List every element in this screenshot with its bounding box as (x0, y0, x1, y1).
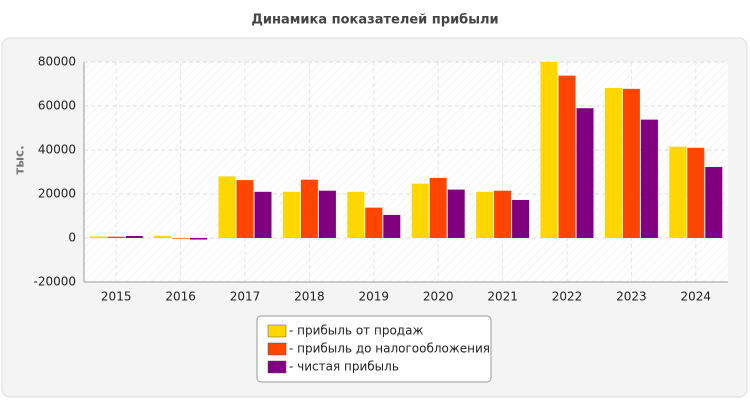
x-tick-label: 2024 (681, 290, 712, 304)
y-tick-label: -20000 (33, 275, 76, 289)
bar (476, 191, 494, 238)
bar (669, 146, 687, 238)
bar (190, 238, 208, 240)
bar (383, 214, 401, 238)
bar (411, 183, 429, 238)
bar (89, 236, 107, 238)
bar (604, 87, 622, 239)
x-tick-label: 2019 (359, 290, 390, 304)
x-tick-label: 2015 (101, 290, 132, 304)
bar (640, 119, 658, 238)
y-tick-label: 60000 (38, 99, 76, 113)
bar (347, 191, 365, 238)
y-axis-label: тыс. (13, 145, 27, 174)
legend-swatch (267, 342, 287, 356)
y-tick-label: 0 (68, 231, 76, 245)
bar (576, 108, 594, 238)
x-tick-label: 2022 (552, 290, 583, 304)
bar (154, 235, 172, 238)
bar (447, 189, 465, 238)
bar (494, 190, 512, 238)
bar (172, 238, 190, 239)
bar (687, 147, 705, 238)
bar (236, 180, 254, 238)
bar (218, 176, 236, 238)
bar (365, 207, 383, 238)
bar (540, 62, 558, 238)
bar (429, 177, 447, 238)
legend (256, 315, 492, 383)
bar (622, 88, 640, 238)
bar (705, 166, 723, 238)
x-tick-label: 2020 (423, 290, 454, 304)
bar (282, 191, 300, 238)
y-tick-label: 40000 (38, 143, 76, 157)
x-tick-label: 2016 (165, 290, 196, 304)
chart-title: Динамика показателей прибыли (251, 13, 498, 28)
bar (318, 190, 336, 238)
legend-label: - чистая прибыль (289, 360, 399, 374)
x-tick-label: 2017 (230, 290, 261, 304)
y-tick-label: 80000 (38, 55, 76, 69)
legend-label: - прибыль от продаж (289, 324, 423, 338)
bar (107, 236, 125, 238)
x-tick-label: 2021 (487, 290, 518, 304)
y-tick-label: 20000 (38, 187, 76, 201)
x-tick-label: 2023 (616, 290, 647, 304)
bar (125, 236, 143, 238)
x-tick-label: 2018 (294, 290, 325, 304)
bar (254, 191, 272, 238)
legend-label: - прибыль до налогообложения (289, 342, 490, 356)
legend-swatch (267, 324, 287, 338)
bar (300, 179, 318, 238)
bar (558, 75, 576, 238)
bar (512, 199, 530, 238)
legend-swatch (267, 360, 287, 374)
